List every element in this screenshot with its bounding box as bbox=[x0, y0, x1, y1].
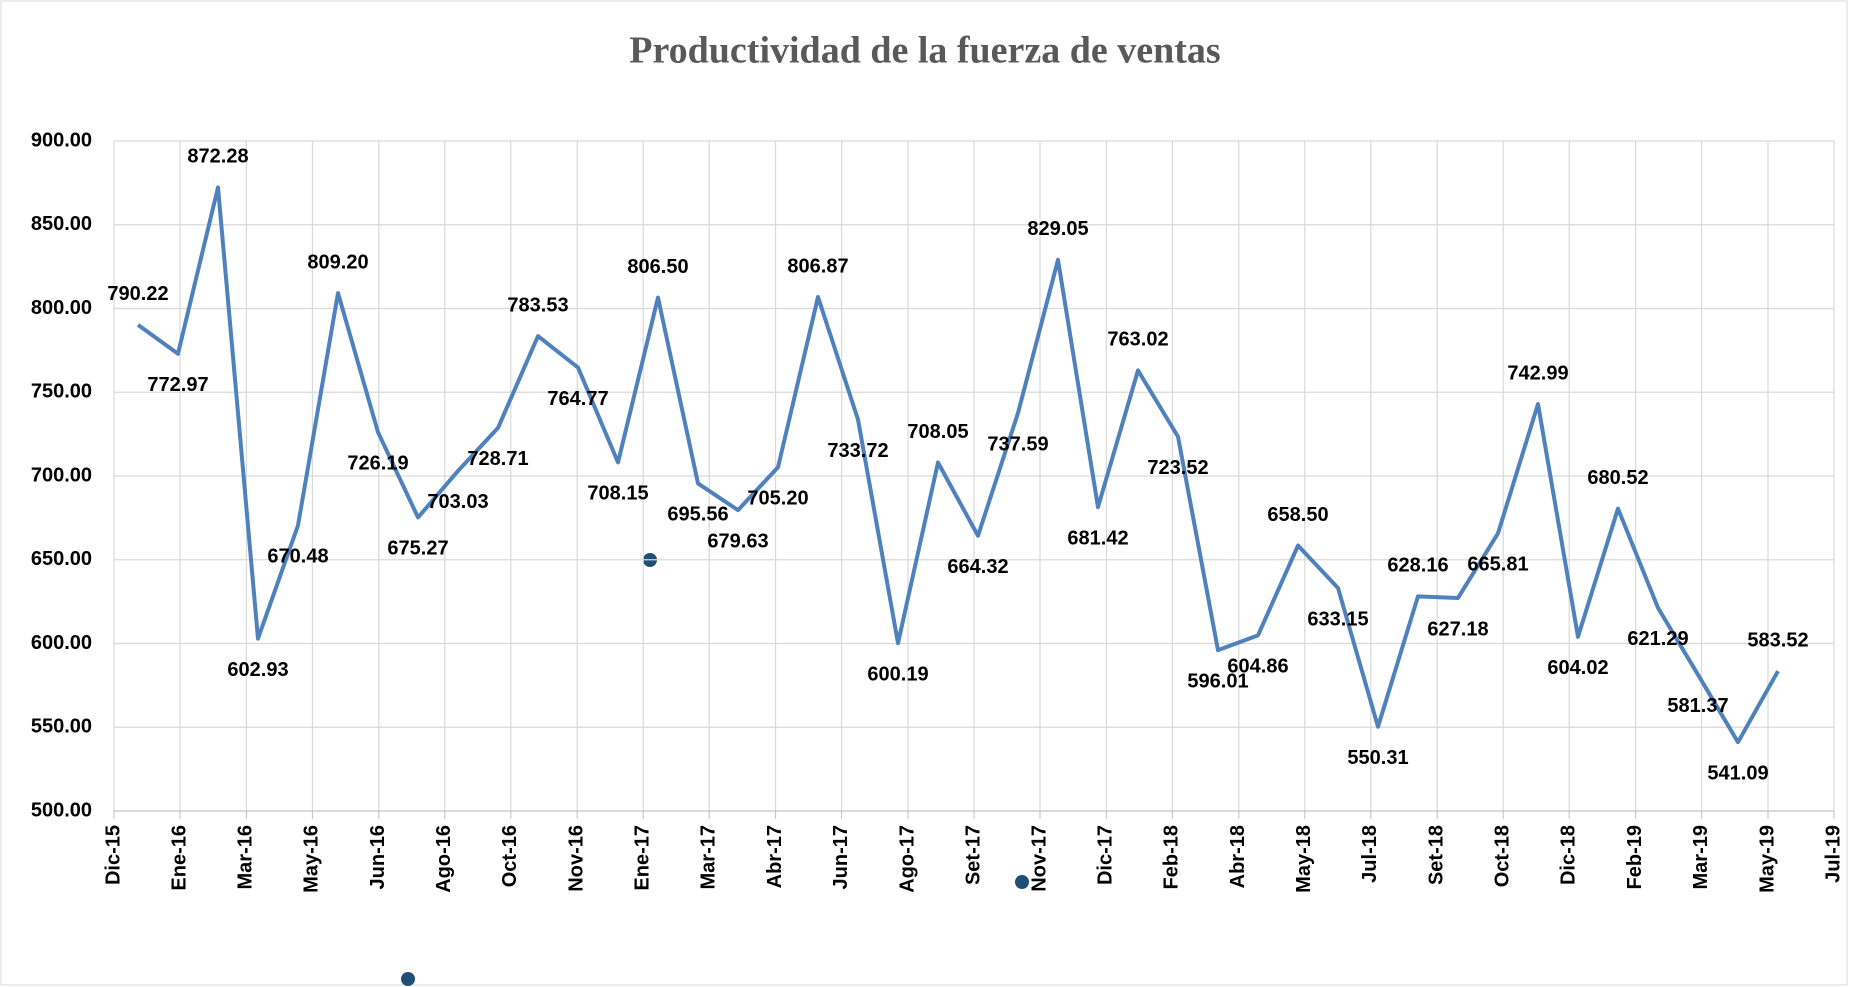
data-label: 681.42 bbox=[1067, 527, 1128, 549]
data-label: 541.09 bbox=[1707, 762, 1768, 784]
data-label: 633.15 bbox=[1307, 608, 1368, 630]
x-tick-label: Mar-19 bbox=[1690, 825, 1712, 889]
x-tick-label: Oct-18 bbox=[1491, 825, 1513, 887]
data-label: 628.16 bbox=[1387, 555, 1448, 577]
data-label: 723.52 bbox=[1147, 457, 1208, 479]
x-tick-label: Dic-15 bbox=[102, 825, 124, 885]
data-label: 742.99 bbox=[1507, 362, 1568, 384]
data-label: 772.97 bbox=[147, 374, 208, 396]
data-label: 703.03 bbox=[427, 491, 488, 513]
x-tick-label: Dic-18 bbox=[1557, 825, 1579, 885]
data-label: 627.18 bbox=[1427, 618, 1488, 640]
data-label: 550.31 bbox=[1347, 747, 1408, 769]
x-tick-label: May-18 bbox=[1293, 825, 1315, 893]
x-tick-label: Jul-19 bbox=[1822, 825, 1844, 883]
data-label: 705.20 bbox=[747, 488, 808, 510]
data-label: 621.29 bbox=[1627, 628, 1688, 650]
chart-title: Productividad de la fuerza de ventas bbox=[629, 30, 1220, 72]
data-label: 695.56 bbox=[667, 504, 728, 526]
x-tick-label: Feb-19 bbox=[1624, 825, 1646, 889]
y-tick-label: 550.00 bbox=[31, 716, 92, 738]
data-label: 737.59 bbox=[987, 433, 1048, 455]
y-tick-label: 800.00 bbox=[31, 297, 92, 319]
y-tick-label: 650.00 bbox=[31, 548, 92, 570]
data-label: 670.48 bbox=[267, 546, 328, 568]
x-tick-label: Ene-16 bbox=[168, 825, 190, 891]
x-tick-label: Jul-18 bbox=[1359, 825, 1381, 883]
stray-marker bbox=[401, 972, 415, 986]
data-label: 806.50 bbox=[627, 256, 688, 278]
x-tick-label: Abr-17 bbox=[764, 825, 786, 888]
data-label: 602.93 bbox=[227, 659, 288, 681]
data-label: 665.81 bbox=[1467, 554, 1528, 576]
data-label: 581.37 bbox=[1667, 695, 1728, 717]
data-label: 783.53 bbox=[507, 294, 568, 316]
data-label: 829.05 bbox=[1027, 218, 1088, 240]
y-tick-label: 850.00 bbox=[31, 213, 92, 235]
y-tick-label: 600.00 bbox=[31, 632, 92, 654]
data-label: 733.72 bbox=[827, 440, 888, 462]
x-tick-label: Set-17 bbox=[962, 825, 984, 885]
data-label: 596.01 bbox=[1187, 670, 1248, 692]
x-tick-label: Jun-17 bbox=[830, 825, 852, 889]
x-tick-label: Jun-16 bbox=[367, 825, 389, 889]
data-label: 604.02 bbox=[1547, 657, 1608, 679]
data-label: 809.20 bbox=[307, 251, 368, 273]
data-label: 764.77 bbox=[547, 388, 608, 410]
x-tick-label: Ago-16 bbox=[433, 825, 455, 893]
data-label: 680.52 bbox=[1587, 467, 1648, 489]
x-tick-label: Ago-17 bbox=[896, 825, 918, 893]
data-label: 583.52 bbox=[1747, 629, 1808, 651]
stray-marker bbox=[1015, 875, 1029, 889]
data-label: 872.28 bbox=[187, 146, 248, 168]
x-tick-label: Nov-17 bbox=[1028, 825, 1050, 892]
y-tick-label: 750.00 bbox=[31, 381, 92, 403]
x-tick-label: Dic-17 bbox=[1095, 825, 1117, 885]
x-tick-label: Mar-16 bbox=[235, 825, 257, 889]
data-label: 664.32 bbox=[947, 556, 1008, 578]
data-label: 675.27 bbox=[387, 538, 448, 560]
x-tick-label: Nov-16 bbox=[565, 825, 587, 892]
data-line bbox=[136, 185, 1780, 745]
y-tick-label: 500.00 bbox=[31, 799, 92, 821]
data-label: 600.19 bbox=[867, 663, 928, 685]
data-label: 604.86 bbox=[1227, 656, 1288, 678]
x-tick-label: Mar-17 bbox=[697, 825, 719, 889]
x-tick-label: Feb-18 bbox=[1161, 825, 1183, 889]
x-tick-label: Abr-18 bbox=[1227, 825, 1249, 888]
data-label: 708.05 bbox=[907, 421, 968, 443]
y-tick-label: 700.00 bbox=[31, 464, 92, 486]
data-label: 728.71 bbox=[467, 448, 528, 470]
data-label: 679.63 bbox=[707, 530, 768, 552]
x-tick-label: Ene-17 bbox=[631, 825, 653, 891]
x-tick-label: Set-18 bbox=[1425, 825, 1447, 885]
x-tick-label: May-16 bbox=[301, 825, 323, 893]
data-label: 726.19 bbox=[347, 452, 408, 474]
data-label: 763.02 bbox=[1107, 329, 1168, 351]
x-tick-label: Oct-16 bbox=[499, 825, 521, 887]
data-label: 806.87 bbox=[787, 255, 848, 277]
data-label: 708.15 bbox=[587, 483, 648, 505]
data-label: 658.50 bbox=[1267, 504, 1328, 526]
x-tick-label: May-19 bbox=[1756, 825, 1778, 893]
y-tick-label: 900.00 bbox=[31, 129, 92, 151]
data-label: 790.22 bbox=[107, 283, 168, 305]
